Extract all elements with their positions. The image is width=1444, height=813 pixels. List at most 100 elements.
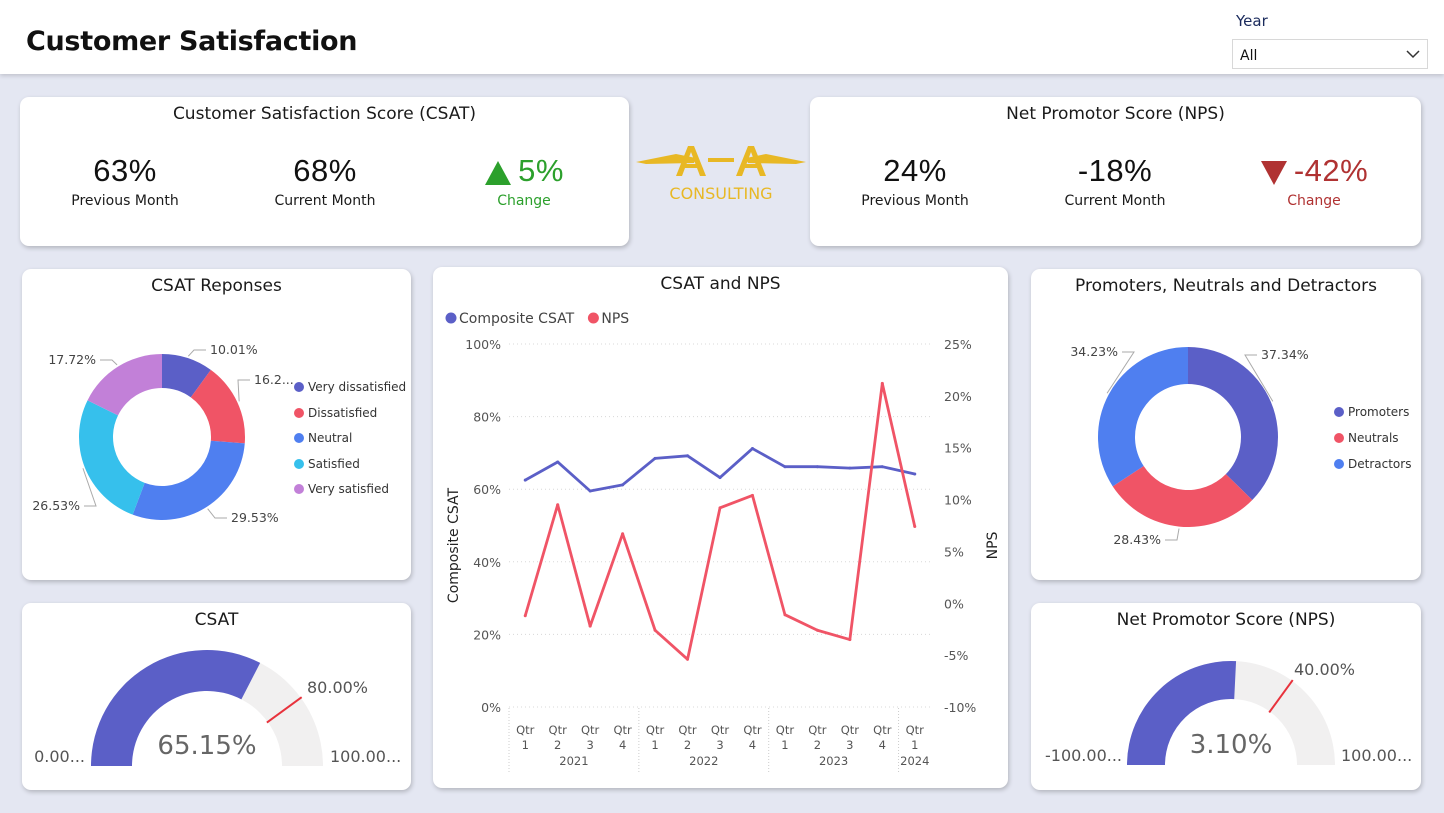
y-tick-right: 25%: [944, 337, 972, 352]
legend-item-promoters[interactable]: Promoters: [1334, 405, 1409, 419]
point-nps[interactable]: [523, 614, 527, 618]
csat-change-value: 5%: [518, 153, 564, 188]
nps-gauge-title: Net Promotor Score (NPS): [1116, 610, 1336, 630]
x-year-label: 2021: [559, 754, 588, 768]
legend-item-dissatisfied[interactable]: Dissatisfied: [294, 406, 377, 420]
legend-label: Very satisfied: [308, 482, 389, 496]
point-nps[interactable]: [815, 628, 819, 632]
x-tick-label: Qtr: [841, 723, 860, 737]
y-tick-left: 60%: [473, 482, 501, 497]
csat-previous-value: 63%: [93, 153, 157, 188]
point-composite-csat[interactable]: [913, 472, 917, 476]
series-line-composite-csat[interactable]: [524, 447, 916, 493]
page-title: Customer Satisfaction: [26, 26, 358, 57]
leader-line: [187, 349, 206, 357]
csat-current-month: 68% Current Month: [225, 153, 425, 209]
legend-item-neutral[interactable]: Neutral: [294, 431, 352, 445]
slice-neutrals[interactable]: [1112, 466, 1253, 527]
year-filter-dropdown[interactable]: All: [1232, 39, 1428, 69]
y-tick-left: 40%: [473, 555, 501, 570]
nps-change: -42% Change: [1214, 153, 1414, 209]
legend-item-detractors[interactable]: Detractors: [1334, 457, 1411, 471]
x-tick-sublabel: 3: [846, 738, 853, 752]
promoters-title: Promoters, Neutrals and Detractors: [1075, 276, 1377, 296]
point-nps[interactable]: [913, 525, 917, 529]
legend-label: Neutrals: [1348, 431, 1399, 445]
y-tick-left: 80%: [473, 410, 501, 425]
x-tick-sublabel: 4: [619, 738, 626, 752]
point-nps[interactable]: [848, 638, 852, 642]
point-nps[interactable]: [588, 624, 592, 628]
point-nps[interactable]: [783, 613, 787, 617]
point-composite-csat[interactable]: [783, 465, 787, 469]
slice-promoters[interactable]: [1188, 347, 1278, 500]
csat-current-label: Current Month: [274, 193, 376, 209]
point-composite-csat[interactable]: [815, 465, 819, 469]
gauge-target-marker: [1268, 679, 1294, 714]
legend-dot: [1334, 407, 1344, 417]
point-composite-csat[interactable]: [718, 476, 722, 480]
slice-label-very-satisfied: 17.72%: [48, 352, 96, 367]
slice-detractors[interactable]: [1098, 347, 1188, 487]
slice-dissatisfied[interactable]: [190, 369, 246, 444]
leader-line: [237, 379, 250, 402]
slice-very-dissatisfied[interactable]: [162, 354, 211, 398]
slice-satisfied[interactable]: [79, 400, 145, 515]
logo-graphic: CONSULTING: [636, 146, 806, 203]
csat-gauge-card: CSAT 65.15% 0.00... 100.00... 80.00%: [22, 603, 411, 790]
legend-item-neutrals[interactable]: Neutrals: [1334, 431, 1399, 445]
legend-dot: [294, 458, 304, 469]
slice-very-satisfied[interactable]: [87, 354, 162, 416]
point-nps[interactable]: [653, 628, 657, 632]
legend-item-satisfied[interactable]: Satisfied: [294, 457, 360, 471]
nps-change-value: -42%: [1293, 153, 1369, 188]
csat-kpi-card: Customer Satisfaction Score (CSAT) 63% P…: [20, 97, 629, 246]
legend-label-nps[interactable]: NPS: [601, 311, 629, 327]
point-composite-csat[interactable]: [523, 478, 527, 482]
gauge-value: 65.15%: [157, 731, 256, 761]
point-composite-csat[interactable]: [556, 460, 560, 464]
point-nps[interactable]: [718, 506, 722, 510]
y-tick-right: -10%: [944, 700, 976, 715]
legend-label: Promoters: [1348, 405, 1410, 419]
csat-nps-line-chart: Composite CSAT NPS100%80%60%40%20%0%25%20…: [445, 311, 1001, 772]
legend-dot: [1334, 459, 1344, 469]
slice-label-satisfied: 26.53%: [32, 498, 80, 513]
gauge-target-label: 40.00%: [1294, 660, 1355, 679]
point-nps[interactable]: [880, 381, 884, 385]
slice-neutral[interactable]: [132, 440, 245, 520]
point-nps[interactable]: [621, 532, 625, 536]
y-tick-right: 15%: [944, 441, 972, 456]
gauge-min-label: 0.00...: [34, 747, 85, 766]
nps-kpi-card: Net Promotor Score (NPS) 24% Previous Mo…: [810, 97, 1421, 246]
csat-gauge-title: CSAT: [194, 610, 239, 630]
legend-label-composite-csat[interactable]: Composite CSAT: [459, 311, 575, 327]
point-nps[interactable]: [750, 493, 754, 497]
point-composite-csat[interactable]: [588, 489, 592, 493]
point-nps[interactable]: [686, 657, 690, 661]
x-tick-sublabel: 4: [749, 738, 756, 752]
nps-previous-value: 24%: [883, 153, 947, 188]
legend-dot: [294, 484, 304, 494]
point-composite-csat[interactable]: [848, 466, 852, 470]
legend-label: Very dissatisfied: [308, 380, 407, 394]
legend-item-very-dissatisfied[interactable]: Very dissatisfied: [294, 380, 406, 394]
company-logo: CONSULTING: [636, 140, 806, 208]
nps-change-label: Change: [1287, 193, 1341, 209]
point-composite-csat[interactable]: [750, 447, 754, 451]
point-composite-csat[interactable]: [686, 454, 690, 458]
x-tick-sublabel: 2: [554, 738, 561, 752]
point-composite-csat[interactable]: [653, 456, 657, 460]
point-composite-csat[interactable]: [880, 465, 884, 469]
legend-item-very-satisfied[interactable]: Very satisfied: [294, 482, 389, 496]
series-line-nps[interactable]: [523, 382, 917, 661]
logo-text: CONSULTING: [669, 184, 772, 203]
legend-dot-composite-csat: [445, 312, 457, 324]
triangle-up-icon: [485, 160, 512, 185]
year-filter-label: Year: [1236, 12, 1268, 30]
point-composite-csat[interactable]: [621, 483, 625, 487]
x-tick-label: Qtr: [516, 723, 535, 737]
point-nps[interactable]: [556, 503, 560, 507]
x-tick-label: Qtr: [613, 723, 632, 737]
leader-line: [1244, 354, 1274, 402]
